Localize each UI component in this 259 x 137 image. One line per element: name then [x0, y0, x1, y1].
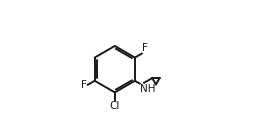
- Text: F: F: [142, 43, 148, 53]
- Text: F: F: [81, 80, 87, 90]
- Text: NH: NH: [140, 84, 156, 94]
- Text: Cl: Cl: [110, 101, 120, 111]
